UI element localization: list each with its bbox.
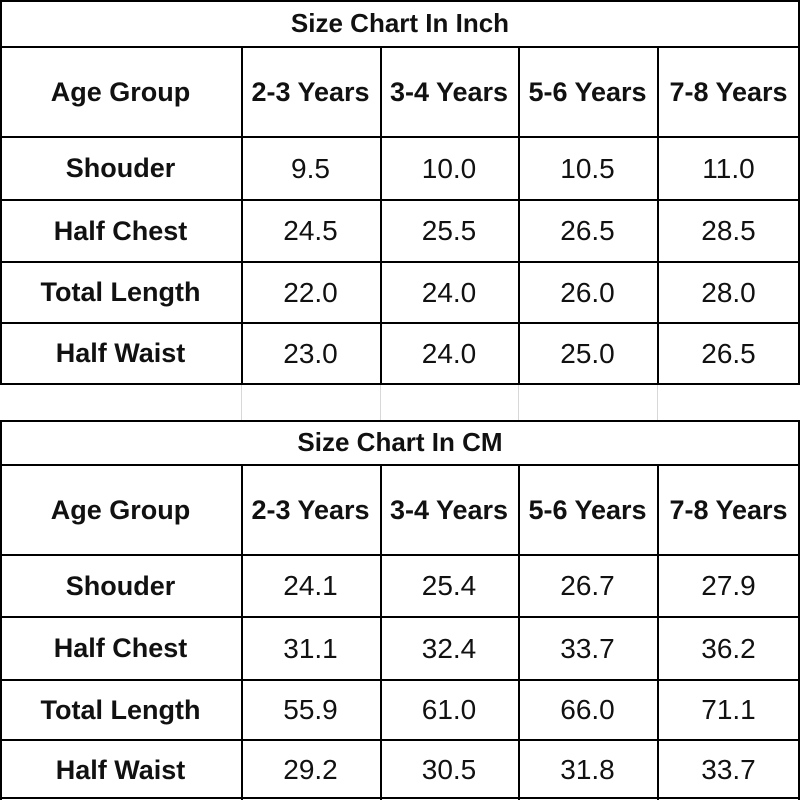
table-border [0,554,800,556]
table-border [0,261,800,263]
size-value: 26.0 [560,276,615,308]
row-label: Total Length [40,694,201,725]
size-value: 26.5 [701,337,756,369]
table-border [0,420,800,422]
table-border [0,322,800,324]
table-border [0,420,2,800]
size-value: 24.1 [283,570,338,601]
size-value: 28.5 [701,215,756,246]
size-value: 11.0 [702,152,755,184]
column-header: 7-8 Years [669,76,788,107]
size-value: 30.5 [421,754,477,785]
column-header: 2-3 Years [251,76,370,107]
column-header: 3-4 Years [389,494,509,525]
size-value: 28.0 [701,276,756,308]
column-header: 2-3 Years [251,494,370,525]
row-label: Total Length [40,277,201,307]
size-value: 23.0 [283,337,338,369]
column-header: 5-6 Years [528,494,647,525]
column-header: 3-4 Years [389,76,509,107]
table-border [798,420,800,800]
size-value: 36.2 [701,632,756,664]
size-value: 61.0 [421,694,477,725]
column-header: 7-8 Years [669,494,788,525]
table-border [0,46,800,48]
size-value: 33.7 [701,754,756,785]
size-value: 25.5 [421,215,477,246]
table-title: Size Chart In CM [297,427,503,457]
size-value: 32.4 [421,632,477,664]
table-border [0,616,800,618]
size-value: 71.1 [701,694,756,725]
table-border [0,136,800,138]
row-label: Half Chest [53,215,188,246]
table-border [0,464,800,466]
size-value: 31.1 [283,632,338,664]
size-value: 25.0 [560,337,615,369]
size-value: 24.0 [421,276,477,308]
size-value: 66.0 [560,694,615,725]
size-value: 26.5 [560,215,615,246]
table-border [0,383,800,385]
row-label: Half Waist [55,338,186,368]
table-border [657,47,659,384]
table-border [0,0,800,2]
size-value: 27.9 [701,570,756,601]
size-value: 25.4 [421,570,477,601]
size-value: 31.8 [560,754,615,785]
size-value: 55.9 [283,694,338,725]
row-label: Half Chest [53,633,188,663]
table-border [380,465,382,800]
table-border [0,739,800,741]
table-border [241,47,243,384]
size-value: 22.0 [283,276,338,308]
gap-grid-line [657,384,658,420]
gap-grid-line [241,384,242,420]
table-border [518,465,520,800]
row-label: Half Waist [55,754,186,785]
table-border [518,47,520,384]
size-value: 33.7 [560,632,615,664]
table-border [380,47,382,384]
size-value: 29.2 [283,754,338,785]
size-value: 24.5 [283,215,338,246]
size-value: 26.7 [560,570,615,601]
size-value: 10.5 [560,152,615,184]
table-border [798,0,800,384]
table-border [0,797,800,799]
column-header: 5-6 Years [528,76,647,107]
gap-grid-line [518,384,519,420]
gap-grid-line [380,384,381,420]
table-border [0,199,800,201]
table-border [0,0,2,384]
column-header: Age Group [50,494,191,525]
table-border [657,465,659,800]
size-value: 10.0 [421,152,477,184]
row-label: Shouder [65,570,176,601]
column-header: Age Group [50,76,191,107]
size-value: 9.5 [291,152,330,184]
table-title: Size Chart In Inch [290,8,510,38]
table-border [0,679,800,681]
table-border [241,465,243,800]
size-value: 24.0 [421,337,477,369]
row-label: Shouder [65,153,176,183]
